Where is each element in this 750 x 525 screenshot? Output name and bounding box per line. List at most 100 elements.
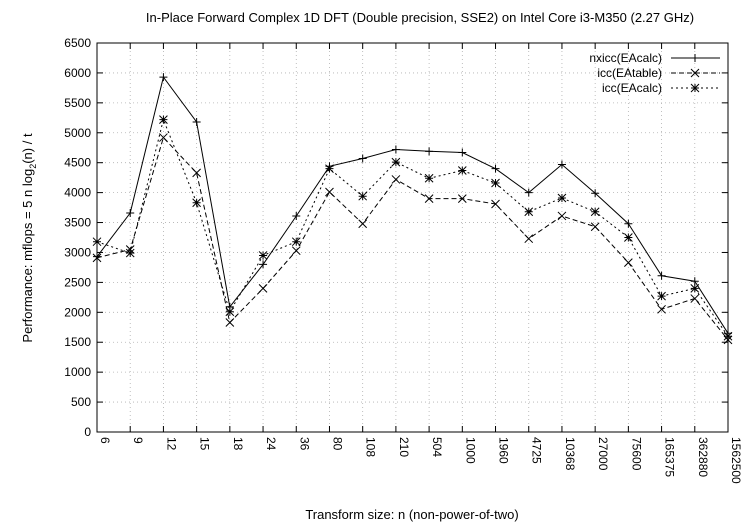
x-tick-label: 4725 <box>530 437 544 464</box>
data-point <box>723 331 733 341</box>
data-point <box>524 234 534 244</box>
data-point <box>292 211 301 220</box>
data-point <box>657 291 666 301</box>
legend-marker <box>690 83 700 93</box>
plot-series <box>92 73 733 345</box>
y-tick-label: 3000 <box>64 245 91 259</box>
data-point <box>491 178 500 188</box>
data-point <box>624 233 633 242</box>
data-point <box>657 271 666 280</box>
legend-label: nxicc(EAcalc) <box>589 51 662 65</box>
data-point <box>425 147 434 156</box>
data-point <box>524 188 533 197</box>
data-point <box>424 173 434 183</box>
legend-label: icc(EAtable) <box>597 66 662 80</box>
x-tick-label: 1960 <box>497 437 511 464</box>
data-point <box>391 175 401 184</box>
y-tick-label: 2000 <box>64 305 91 319</box>
grid-lines <box>97 43 728 432</box>
data-point <box>159 133 168 142</box>
y-tick-label: 6000 <box>64 66 91 80</box>
series-3 <box>92 115 733 341</box>
data-point <box>192 198 201 208</box>
data-point <box>92 237 102 247</box>
data-point <box>259 260 268 269</box>
chart-title: In-Place Forward Complex 1D DFT (Double … <box>146 10 694 25</box>
y-axis-label-subscript: 2 <box>28 164 38 169</box>
y-tick-label: 1000 <box>64 365 91 379</box>
legend-marker <box>690 68 700 78</box>
data-point <box>557 160 566 169</box>
data-point <box>325 164 334 174</box>
data-point <box>92 253 102 263</box>
series-line <box>96 136 729 341</box>
x-tick-label: 15 <box>198 437 212 451</box>
data-point <box>491 164 500 173</box>
data-point <box>325 187 334 197</box>
x-tick-label: 24 <box>264 437 278 451</box>
x-tick-label: 12 <box>164 437 178 451</box>
data-point <box>624 258 633 267</box>
y-tick-label: 4500 <box>64 156 91 170</box>
data-point <box>258 251 268 260</box>
data-point <box>192 117 201 126</box>
y-axis-label-prefix: Performance: mflops = 5 n log <box>20 169 35 343</box>
data-point <box>624 219 633 228</box>
x-tick-label: 27000 <box>596 437 610 471</box>
x-tick-label: 6 <box>98 437 112 444</box>
data-point <box>358 219 368 229</box>
data-point <box>491 199 500 209</box>
data-point <box>457 166 467 175</box>
series-2 <box>92 133 733 345</box>
data-point <box>358 154 367 163</box>
data-point <box>258 284 268 293</box>
y-tick-label: 5000 <box>64 126 91 140</box>
data-point <box>591 189 600 198</box>
y-axis-label-suffix: (n) / t <box>20 133 35 164</box>
y-tick-label: 0 <box>84 425 91 439</box>
x-tick-label: 1000 <box>463 437 477 464</box>
data-point <box>358 191 368 201</box>
legend-marker <box>691 54 699 62</box>
x-tick-label: 108 <box>364 437 378 457</box>
y-tick-label: 1500 <box>64 335 91 349</box>
data-point <box>159 115 168 124</box>
data-point <box>291 246 301 256</box>
data-point <box>225 318 235 327</box>
data-point <box>225 307 235 317</box>
data-point <box>590 207 600 217</box>
data-point <box>391 157 401 167</box>
data-point <box>590 222 600 232</box>
x-tick-label: 75600 <box>629 437 643 471</box>
data-point <box>125 248 135 258</box>
y-tick-label: 500 <box>71 395 91 409</box>
x-tick-label: 504 <box>430 437 444 457</box>
data-point <box>291 237 301 247</box>
series-line <box>96 75 729 334</box>
series-line <box>96 117 729 337</box>
x-axis-label: Transform size: n (non-power-of-two) <box>305 507 518 522</box>
legend: nxicc(EAcalc)icc(EAtable)icc(EAcalc) <box>589 51 720 95</box>
data-point <box>424 194 434 203</box>
x-tick-label: 9 <box>131 437 145 444</box>
y-axis: 0 500 1000 1500 2000 2500 3000 3500 4000 4500 5000… <box>64 36 728 439</box>
x-tick-label: 1562500 <box>729 437 743 484</box>
data-point <box>524 207 534 217</box>
data-point <box>457 194 467 203</box>
data-point <box>557 193 567 203</box>
y-tick-label: 4000 <box>64 186 91 200</box>
x-tick-label: 210 <box>397 437 411 457</box>
data-point <box>159 73 168 82</box>
y-tick-label: 5500 <box>64 96 91 110</box>
data-point <box>126 208 135 217</box>
x-tick-label: 10368 <box>563 437 577 471</box>
x-axis: 6 9 12 15 18 24 36 80 108 210 504 1000 1960 4725 10368… <box>96 43 743 484</box>
data-point <box>690 284 700 293</box>
data-point <box>391 145 400 154</box>
data-point <box>458 148 467 157</box>
y-axis-label: Performance: mflops = 5 n log2(n) / t <box>20 133 38 343</box>
data-point <box>690 294 700 303</box>
data-point <box>690 277 699 286</box>
x-tick-label: 80 <box>330 437 344 451</box>
